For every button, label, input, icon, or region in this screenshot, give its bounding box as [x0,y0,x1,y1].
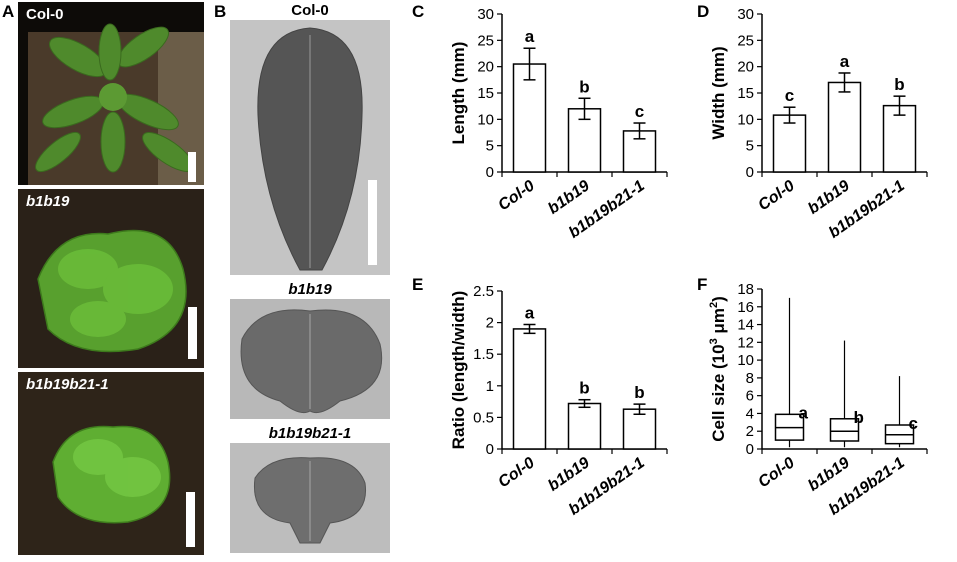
y-tick-label: 0 [746,441,754,458]
significance-letter: b [579,379,589,398]
rosette-image [18,2,204,185]
significance-letter: a [840,52,850,71]
bar [567,402,602,450]
significance-letter: a [525,303,535,322]
y-tick-label: 30 [737,6,754,23]
leaf-b1b19b21-image [230,443,390,553]
y-tick-label: 0 [486,441,494,458]
y-tick-label: 0.5 [473,409,494,426]
panel-letter-d: D [697,2,710,21]
y-tick-label: 2 [486,315,494,332]
y-tick-label: 20 [737,59,754,76]
y-tick-label: 0 [746,164,754,181]
y-tick-label: 8 [746,370,754,387]
chart-c: 0 5 10 15 20 25 30 Length (mm) a Col-0 b b1b19 c b1b1… [420,0,680,275]
leaf-image [230,20,390,275]
photo-b1b19b21-rosette: b1b19b21-1 [18,372,204,555]
significance-letter: c [635,102,644,121]
significance-letter: a [799,403,809,422]
bar [512,63,547,173]
y-tick-label: 4 [746,405,754,422]
significance-letter: c [909,414,918,433]
y-axis-label: Length (mm) [449,42,468,145]
significance-letter: b [634,383,644,402]
rosette-image [18,189,204,368]
panel-letter-c: C [412,2,425,21]
leaf-image [230,299,390,419]
y-axis-label: Cell size (103 μm2) [708,296,728,442]
x-category-label: b1b19 [545,177,593,218]
x-category-label: b1b19 [805,454,853,495]
x-category-label: b1b19 [805,177,853,218]
significance-letter: a [525,27,535,46]
y-tick-label: 25 [737,32,754,49]
bar [622,408,657,450]
bar [882,104,917,173]
x-category-label: Col-0 [495,454,538,491]
y-tick-label: 2 [746,423,754,440]
chart-e-svg: 0 0.5 1 1.5 2 2.5 Ratio (length/width) a Col-0 b b… [449,283,668,519]
y-tick-label: 5 [486,138,494,155]
leaf-label-b1b19b21: b1b19b21-1 [268,425,352,442]
panel-letter-f: F [697,275,708,294]
y-tick-label: 30 [477,6,494,23]
leaf-image [230,443,390,553]
y-tick-label: 6 [746,388,754,405]
significance-letter: b [579,77,589,96]
y-tick-label: 25 [477,32,494,49]
x-category-label: Col-0 [495,177,538,214]
y-tick-label: 14 [737,317,754,334]
x-category-label: Col-0 [755,177,798,214]
rosette-image [18,372,204,555]
bar [772,114,807,173]
chart-d: 0 5 10 15 20 25 30 Width (mm) c Col-0 a b1b19 b b1b19… [705,0,955,275]
box [829,418,860,442]
bar [827,81,862,173]
chart-f: 0 2 4 6 8 10 12 14 16 18 Cell size (103 μm2) a Col-0… [705,273,955,557]
x-category-label: Col-0 [755,454,798,491]
leaf-label-b1b19: b1b19 [288,281,332,298]
panel-letter-b: B [214,2,227,21]
photo-label-b1b19: b1b19 [26,193,70,210]
y-tick-label: 16 [737,299,754,316]
y-tick-label: 12 [737,334,754,351]
y-tick-label: 1.5 [473,346,494,363]
photo-label-b1b19b21: b1b19b21-1 [26,376,109,393]
y-tick-label: 0 [486,164,494,181]
y-tick-label: 10 [737,352,754,369]
panel-letter-e: E [412,275,424,294]
photo-b1b19-rosette: b1b19 [18,189,204,368]
significance-letter: c [785,86,794,105]
significance-letter: b [894,75,904,94]
y-tick-label: 10 [737,111,754,128]
y-tick-label: 2.5 [473,283,494,300]
leaf-label-col0: Col-0 [291,2,329,19]
y-tick-label: 20 [477,59,494,76]
y-tick-label: 18 [737,281,754,298]
y-axis-label: Width (mm) [709,46,728,139]
y-tick-label: 10 [477,111,494,128]
bar [512,328,547,450]
panel-letter-a: A [2,2,15,21]
x-category-label: b1b19 [545,454,593,495]
significance-letter: b [854,408,864,427]
photo-col0-rosette: Col-0 [18,2,204,185]
photo-label-col0: Col-0 [26,6,64,23]
y-tick-label: 5 [746,138,754,155]
y-tick-label: 1 [486,378,494,395]
y-axis-label: Ratio (length/width) [449,291,468,450]
leaf-b1b19-image [230,299,390,419]
y-tick-label: 15 [737,85,754,102]
leaf-col0-image [230,20,390,275]
chart-e: 0 0.5 1 1.5 2 2.5 Ratio (length/width) a Col-0 b b… [420,273,680,557]
y-tick-label: 15 [477,85,494,102]
